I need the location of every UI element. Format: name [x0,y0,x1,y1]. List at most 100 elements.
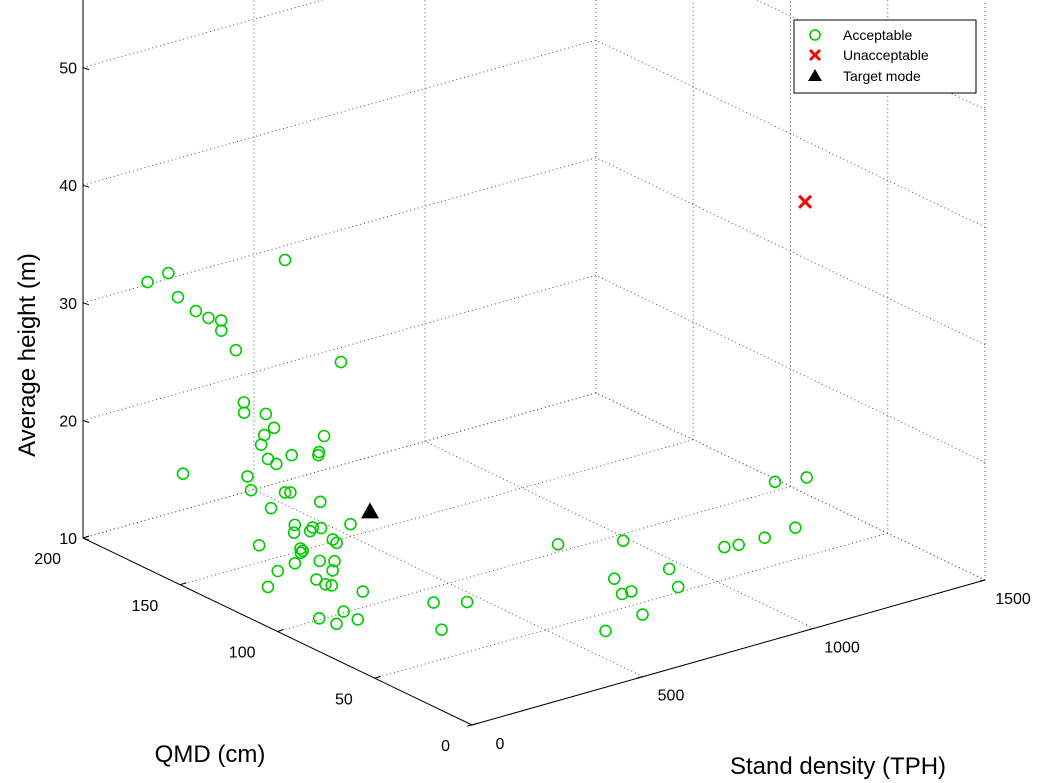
acceptable-point [237,396,251,409]
acceptable-point [189,304,203,318]
acceptable-point [176,467,190,480]
acceptable-point [789,521,802,534]
acceptable-point [800,471,813,484]
acceptable-point [261,452,275,466]
acceptable-point [615,587,629,601]
acceptable-point [294,542,307,555]
back-wall-grid-line-z [82,39,597,186]
legend-unacceptable-label: Unacceptable [843,47,929,63]
acceptable-point [325,579,339,592]
acceptable-point [317,429,331,443]
acceptable-point [296,544,309,558]
x-axis-label: Stand density (TPH) [730,753,946,780]
acceptable-point [732,538,745,552]
x-tick-label: 1000 [824,639,860,656]
y-tick-label: 0 [441,738,450,755]
acceptable-point [344,517,357,531]
acceptable-point [278,486,292,499]
acceptable-point [254,438,268,451]
tick-labels: 050010001500050100150200102030405060 [34,61,1031,755]
acceptable-point [671,580,685,594]
acceptable-point [718,540,731,554]
back-wall-grid-line-z [82,0,325,69]
acceptable-point [278,253,292,267]
z-tick-mark [82,184,90,188]
x-tick-mark [466,724,473,727]
acceptable-point [287,526,301,539]
acceptable-point [271,564,285,578]
acceptable-point [229,343,243,357]
back-wall-grid-line-z [82,392,597,539]
target-mode-point [361,502,380,519]
acceptable-point [284,486,297,499]
acceptable-point [294,546,308,560]
y-tick-label: 200 [34,551,61,568]
z-tick-mark [82,419,90,423]
grid-lines [82,0,986,726]
acceptable-point [267,421,281,435]
floor-grid-line-y [82,392,597,539]
acceptable-point [313,554,327,568]
legend-box [793,19,977,94]
acceptable-point [435,623,448,636]
acceptable-point [351,613,365,626]
acceptable-point [241,470,254,483]
z-tick-label: 20 [59,413,77,430]
y-tick-mark [277,629,284,632]
legend-target-marker [808,69,822,81]
acceptable-point [768,475,782,489]
y-tick-mark [82,535,90,539]
y-tick-label: 50 [335,691,353,708]
y-tick-mark [180,582,187,586]
acceptable-point [337,605,350,618]
acceptable-point [758,531,771,544]
acceptable-point [303,524,317,538]
acceptable-point [171,290,185,304]
acceptable-point [326,533,340,546]
acceptable-point [313,495,327,509]
acceptable-point [261,580,275,594]
floor-grid-line-y [374,532,888,679]
acceptable-point [312,612,326,625]
acceptable-point [215,324,228,337]
acceptable-point [427,596,440,609]
axes [82,0,986,727]
x-tick-label: 0 [496,736,505,753]
y-axis-label: QMD (cm) [155,741,266,768]
y-tick-label: 150 [132,598,159,615]
z-tick-mark [82,67,90,71]
acceptable-point [288,518,302,532]
legend: Acceptable Unacceptable Target mode [793,19,977,94]
acceptable-point [624,585,638,598]
acceptable-point [264,501,278,515]
acceptable-point [244,483,258,497]
back-wall-grid-line-z [82,274,597,421]
y-tick-mark [471,722,479,726]
y-tick-label: 100 [229,645,256,662]
acceptable-point [616,534,630,547]
z-tick-label: 30 [59,296,77,313]
acceptable-point [214,314,228,327]
acceptable-point [306,521,320,534]
floor-grid-line-y [277,486,791,632]
acceptable-point [319,577,332,591]
z-tick-label: 40 [59,178,77,195]
acceptable-point [326,564,339,577]
acceptable-point [330,536,343,550]
x-tick-mark [979,579,986,582]
acceptable-point [162,266,175,280]
x-tick-mark [637,676,644,679]
acceptable-point [599,624,612,638]
x-tick-label: 500 [658,688,685,705]
legend-acceptable-label: Acceptable [843,27,912,43]
z-axis-label: Average height (m) [14,253,41,457]
acceptable-point [202,311,215,325]
acceptable-point [607,572,621,586]
acceptable-point [334,355,348,369]
legend-acceptable-marker [809,29,821,41]
legend-unacceptable-marker [808,48,822,62]
x-tick-label: 1500 [995,591,1031,608]
acceptable-point [330,617,343,631]
y-tick-mark [374,675,381,679]
